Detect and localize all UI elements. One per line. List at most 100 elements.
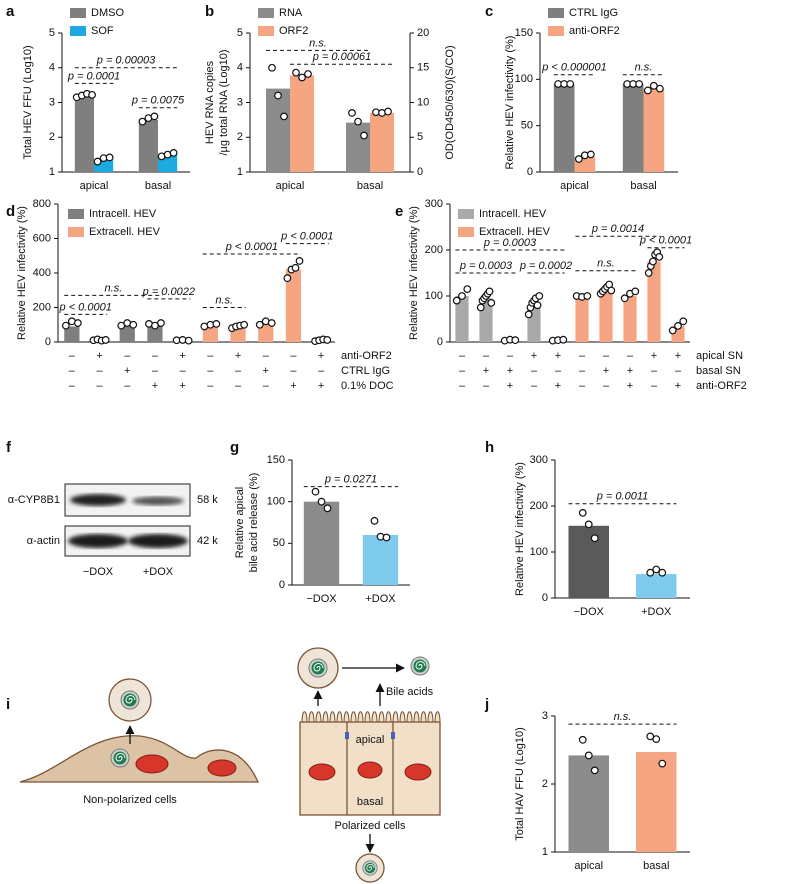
y-tick-label: 100 xyxy=(530,546,548,558)
y-tick-label: 150 xyxy=(515,27,533,39)
data-point xyxy=(679,317,688,326)
condition-mark: – xyxy=(124,380,131,392)
y2-axis-label: OD(OD450/630)(S/CO) xyxy=(444,45,456,159)
y-tick-label: 400 xyxy=(33,267,51,279)
data-point xyxy=(212,319,221,328)
bar xyxy=(622,83,644,172)
panel-label: f xyxy=(6,439,12,456)
legend-label: Intracell. HEV xyxy=(479,208,547,220)
significance-label: p = 0.00061 xyxy=(312,51,371,63)
panel-label: b xyxy=(205,3,214,20)
microvillus xyxy=(315,711,322,724)
condition-mark: – xyxy=(69,350,76,362)
microvillus xyxy=(322,711,329,724)
data-point xyxy=(101,336,110,344)
virus xyxy=(308,658,328,678)
data-point xyxy=(304,70,312,78)
data-point xyxy=(578,735,587,744)
y2-tick-label: 15 xyxy=(417,62,429,74)
microvillus xyxy=(364,711,371,724)
condition-mark: – xyxy=(124,350,131,362)
data-point xyxy=(658,568,667,577)
significance-label: n.s. xyxy=(597,258,615,270)
data-point xyxy=(590,766,599,775)
y-tick-label: 200 xyxy=(33,301,51,313)
condition-mark: – xyxy=(651,380,658,392)
nucleus xyxy=(207,759,237,777)
panel-label: h xyxy=(485,439,494,456)
y-tick-label: 1 xyxy=(237,166,243,178)
data-point xyxy=(655,84,664,93)
data-point xyxy=(574,155,583,163)
y-tick-label: 1 xyxy=(542,846,548,858)
y-tick-label: 0 xyxy=(542,592,548,604)
condition-mark: – xyxy=(459,365,466,377)
condition-label: 0.1% DOC xyxy=(341,380,394,392)
tight-junction xyxy=(345,732,349,739)
x-tick-label: basal xyxy=(630,180,656,192)
significance-label: p = 0.0003 xyxy=(483,237,537,249)
bar xyxy=(455,296,469,342)
condition-mark: + xyxy=(531,350,537,362)
condition-mark: – xyxy=(483,380,490,392)
microvillus xyxy=(385,711,392,724)
legend-swatch xyxy=(458,227,474,237)
data-point xyxy=(635,80,644,88)
condition-mark: – xyxy=(531,380,538,392)
bar xyxy=(568,525,609,598)
y-tick-label: 800 xyxy=(33,198,51,210)
x-tick-label: −DOX xyxy=(574,606,605,618)
condition-mark: + xyxy=(675,380,681,392)
bar xyxy=(636,752,677,852)
data-point xyxy=(583,292,592,300)
condition-mark: – xyxy=(651,365,658,377)
bar xyxy=(285,269,302,342)
condition-mark: + xyxy=(318,350,324,362)
data-point xyxy=(631,287,640,296)
condition-mark: + xyxy=(507,380,513,392)
data-point xyxy=(298,73,306,82)
condition-mark: – xyxy=(459,380,466,392)
y-tick-label: 4 xyxy=(49,62,55,74)
blot-row-label: α-CYP8B1 xyxy=(8,494,60,506)
significance-label: p = 0.0002 xyxy=(519,260,572,272)
bar xyxy=(202,325,218,342)
data-point xyxy=(559,335,568,344)
condition-label: apical SN xyxy=(696,350,743,362)
condition-mark: – xyxy=(459,350,466,362)
bar xyxy=(138,119,158,172)
microvillus xyxy=(308,711,315,724)
data-point xyxy=(655,252,664,261)
y-tick-label: 5 xyxy=(49,27,55,39)
microvillus xyxy=(399,711,406,724)
legend-swatch xyxy=(70,26,86,36)
microvillus xyxy=(427,711,434,724)
y-axis-label: bile acid release (%) xyxy=(248,473,260,573)
y-axis-label: Relative apical xyxy=(234,487,246,559)
bar xyxy=(553,83,575,172)
y-tick-label: 200 xyxy=(425,244,443,256)
data-point xyxy=(511,336,520,345)
data-point xyxy=(255,320,264,329)
blot-lane-label: −DOX xyxy=(83,566,114,578)
condition-mark: + xyxy=(179,350,185,362)
data-point xyxy=(668,326,677,335)
significance-label: p = 0.0011 xyxy=(596,491,648,503)
bar xyxy=(266,88,290,172)
condition-mark: – xyxy=(290,350,297,362)
virus xyxy=(362,860,378,876)
condition-mark: – xyxy=(579,365,586,377)
data-point xyxy=(360,131,368,140)
legend-label: Intracell. HEV xyxy=(89,208,157,220)
data-point xyxy=(452,296,461,305)
legend-swatch xyxy=(258,26,274,36)
condition-mark: + xyxy=(603,365,609,377)
panel-label: d xyxy=(6,203,15,220)
significance-label: p = 0.0001 xyxy=(67,70,120,82)
data-point xyxy=(268,63,276,72)
data-point xyxy=(620,294,629,303)
bar xyxy=(147,324,163,342)
y-tick-label: 3 xyxy=(237,96,243,108)
